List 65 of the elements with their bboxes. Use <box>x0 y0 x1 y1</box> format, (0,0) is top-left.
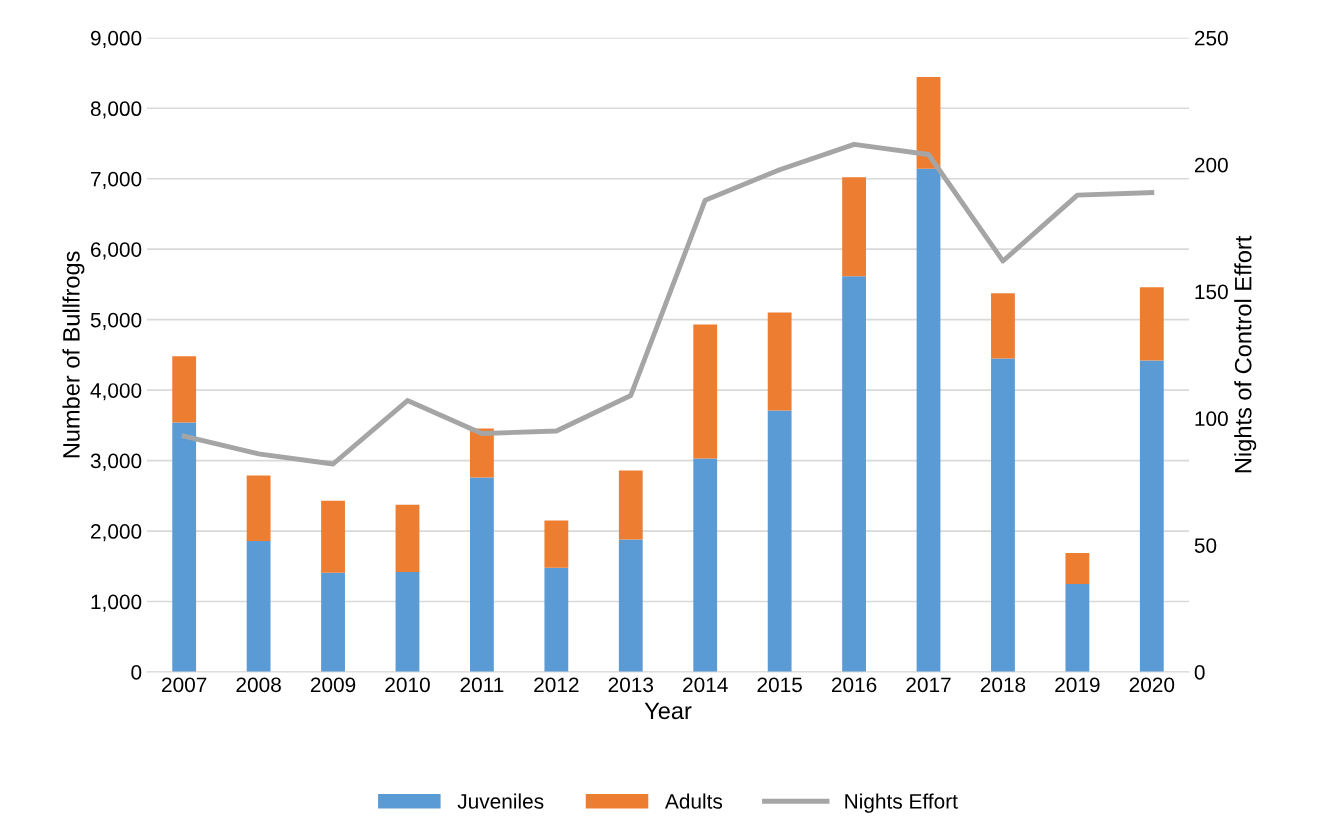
x-tick-label: 2009 <box>310 677 356 693</box>
x-tick-label: 2012 <box>534 677 579 693</box>
bar <box>991 293 1015 359</box>
y-tick-label: 1,000 <box>91 594 142 612</box>
bar <box>842 177 866 277</box>
bar <box>916 168 941 672</box>
y2-tick-label: 100 <box>1195 411 1228 427</box>
bar <box>246 475 271 541</box>
y-tick-label: 9,000 <box>90 30 142 49</box>
legend-label: Adults <box>664 793 723 809</box>
bar <box>767 410 792 672</box>
bar <box>172 356 197 423</box>
x-tick-label: 2016 <box>831 677 877 693</box>
x-tick-label: 2011 <box>460 677 504 693</box>
bar <box>321 500 345 573</box>
bar <box>321 572 345 672</box>
x-tick-label: 2007 <box>162 677 207 693</box>
bar <box>544 567 569 672</box>
bar <box>693 324 718 459</box>
x-tick-label: 2010 <box>385 677 430 693</box>
bar <box>1065 583 1090 672</box>
bar <box>693 458 718 672</box>
y-axis-title: Number of Bullfrogs <box>62 251 85 458</box>
bar <box>544 520 569 568</box>
bar <box>1139 287 1164 361</box>
y-tick-label: 6,000 <box>91 242 142 260</box>
y-tick-label: 4,000 <box>90 383 142 401</box>
bar <box>172 422 197 672</box>
y2-tick-label: 200 <box>1194 157 1228 173</box>
bar <box>991 358 1015 672</box>
y-tick-label: 3,000 <box>90 453 142 471</box>
bar <box>395 504 420 572</box>
x-tick-label: 2014 <box>683 677 728 693</box>
x-tick-label: 2015 <box>757 677 802 693</box>
bar <box>246 540 271 672</box>
y-tick-label: 0 <box>131 665 142 680</box>
bar <box>842 276 866 672</box>
bar <box>470 428 494 478</box>
x-tick-label: 2019 <box>1055 677 1100 693</box>
bar <box>470 477 494 672</box>
y-tick-label: 5,000 <box>90 312 142 330</box>
x-tick-label: 2017 <box>906 677 951 693</box>
y-tick-label: 2,000 <box>91 524 142 542</box>
x-tick-label: 2020 <box>1129 677 1175 693</box>
bar <box>1065 552 1090 584</box>
legend-label: Juveniles <box>457 793 544 809</box>
x-tick-label: 2013 <box>608 677 654 693</box>
bar <box>1139 360 1164 672</box>
x-axis-title: Year <box>644 702 692 720</box>
y2-tick-label: 250 <box>1194 30 1228 46</box>
bar <box>916 76 941 169</box>
x-tick-label: 2008 <box>236 677 281 693</box>
bar <box>767 312 792 411</box>
y2-tick-label: 50 <box>1194 538 1217 553</box>
y2-axis-title: Nights of Control Effort <box>1234 235 1257 473</box>
line-series <box>181 141 1155 467</box>
bar <box>395 571 420 672</box>
bar <box>618 470 643 540</box>
y-tick-label: 7,000 <box>91 171 142 189</box>
y-tick-label: 8,000 <box>90 101 142 119</box>
x-tick-label: 2018 <box>980 677 1026 693</box>
y2-tick-label: 0 <box>1194 665 1205 680</box>
legend-label: Nights Effort <box>845 793 958 813</box>
y2-tick-label: 150 <box>1195 284 1228 300</box>
bar <box>618 539 643 672</box>
